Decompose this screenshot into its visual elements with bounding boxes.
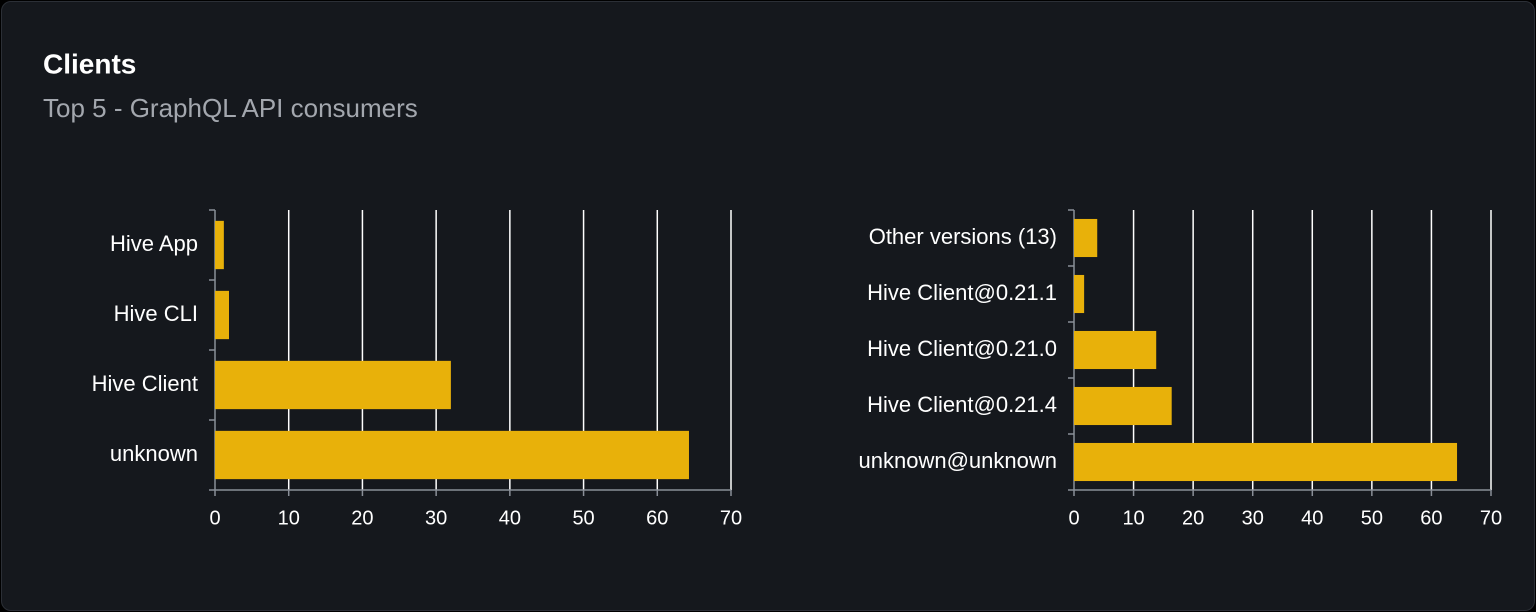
y-tick-label: Hive Client@0.21.1	[867, 280, 1057, 305]
x-tick-label: 60	[1420, 507, 1442, 529]
bar	[215, 360, 451, 410]
bar	[215, 220, 224, 270]
x-tick-label: 40	[1301, 507, 1323, 529]
bar	[215, 290, 230, 340]
x-tick-label: 10	[278, 507, 300, 529]
bar	[1074, 274, 1085, 314]
x-tick-label: 60	[646, 507, 668, 529]
x-tick-label: 30	[425, 507, 447, 529]
y-tick-label: Other versions (13)	[869, 224, 1057, 249]
x-tick-label: 40	[499, 507, 521, 529]
x-tick-label: 20	[351, 507, 373, 529]
bar	[215, 430, 689, 480]
bar	[1074, 330, 1157, 370]
y-tick-label: unknown	[110, 441, 198, 466]
x-tick-label: 20	[1182, 507, 1204, 529]
bar	[1074, 442, 1458, 482]
x-tick-label: 10	[1122, 507, 1144, 529]
y-tick-label: Hive Client@0.21.4	[867, 392, 1057, 417]
y-tick-label: Hive Client	[92, 371, 198, 396]
y-tick-label: Hive Client@0.21.0	[867, 336, 1057, 361]
y-tick-label: Hive App	[110, 231, 198, 256]
x-tick-label: 30	[1242, 507, 1264, 529]
bar	[1074, 386, 1172, 426]
x-tick-label: 50	[572, 507, 594, 529]
x-tick-label: 70	[1480, 507, 1502, 529]
x-tick-label: 0	[1068, 507, 1079, 529]
x-tick-label: 0	[209, 507, 220, 529]
card-title: Clients	[43, 48, 136, 79]
x-tick-label: 50	[1361, 507, 1383, 529]
y-tick-label: Hive CLI	[114, 301, 198, 326]
y-tick-label: unknown@unknown	[859, 448, 1057, 473]
x-tick-label: 70	[720, 507, 742, 529]
bar	[1074, 218, 1098, 258]
card-subtitle: Top 5 - GraphQL API consumers	[43, 93, 418, 123]
